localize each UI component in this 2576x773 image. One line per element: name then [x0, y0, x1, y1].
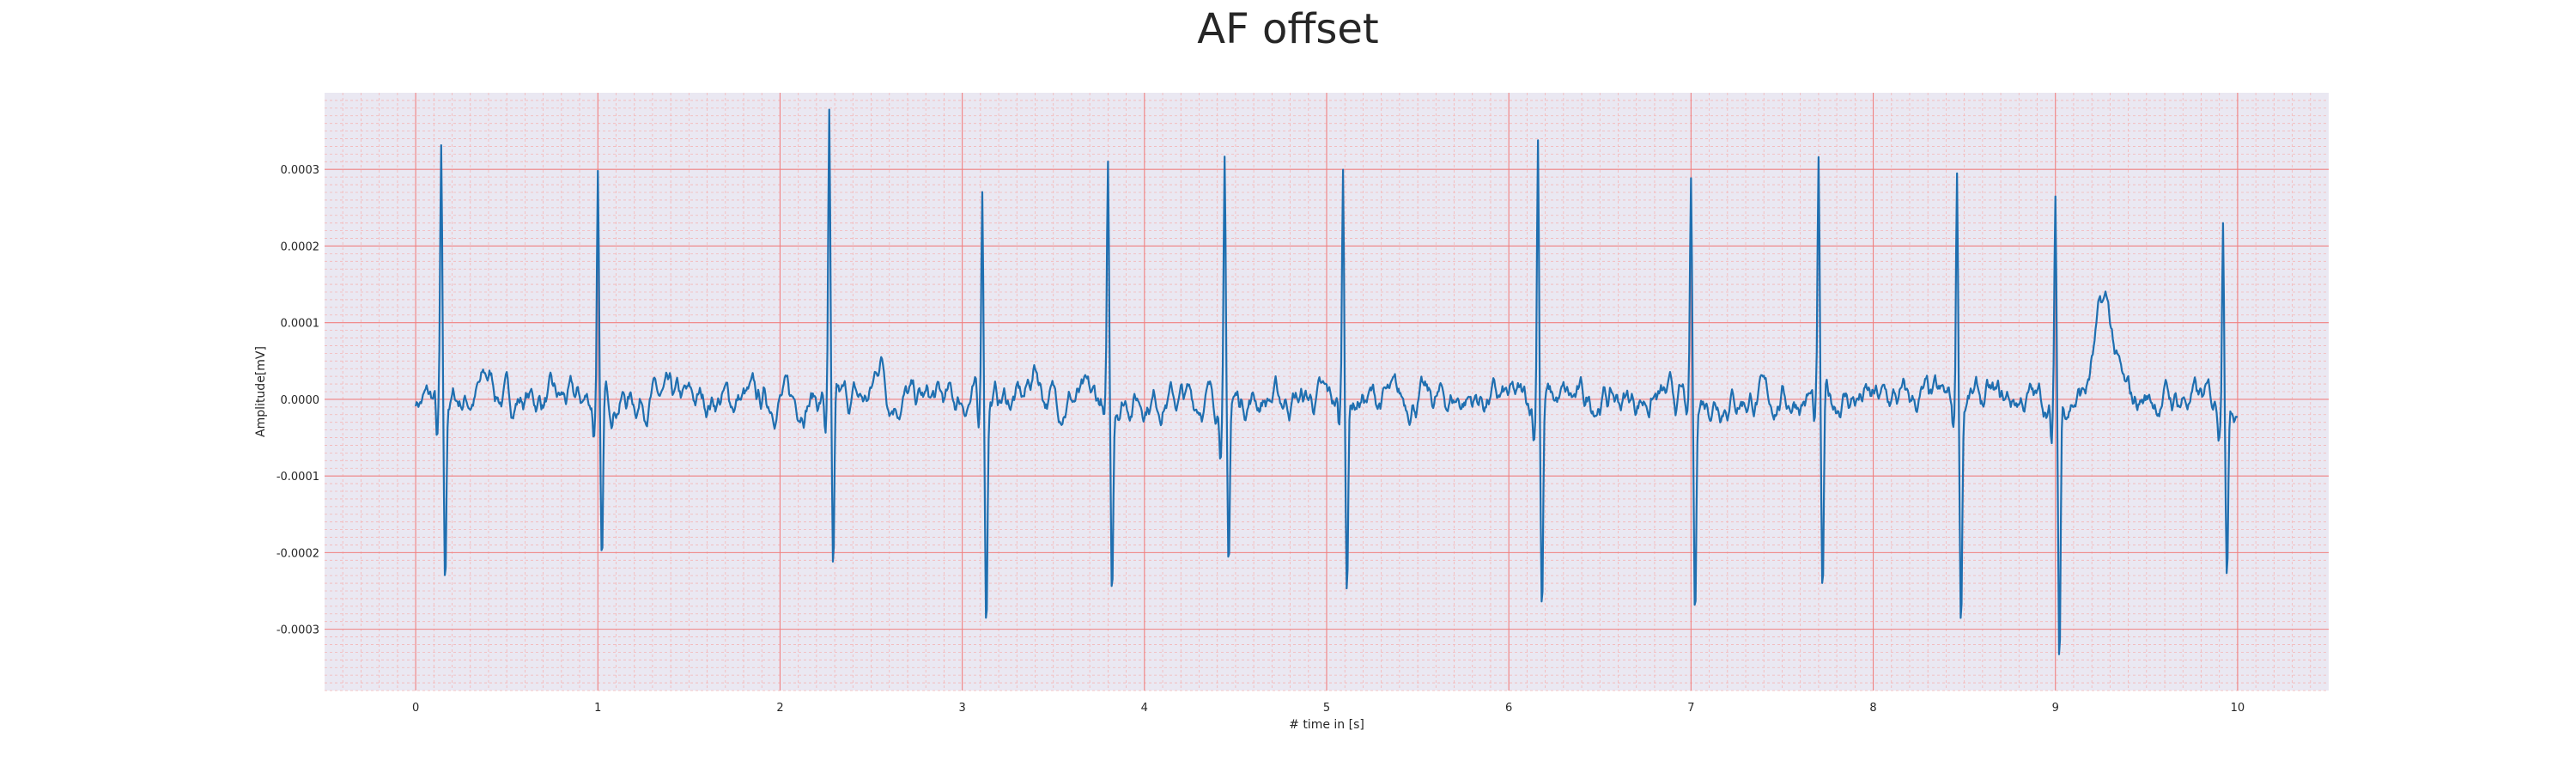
x-tick-label: 8 — [1869, 702, 1876, 715]
x-tick-label: 4 — [1141, 702, 1148, 715]
y-axis-ticks: -0.0003 -0.0002 -0.0001 0.0000 0.0001 0.0002 0… — [276, 164, 319, 636]
y-tick-label: 0.0001 — [281, 318, 320, 331]
x-tick-label: 3 — [958, 702, 965, 715]
y-axis-label: Amplitude[mV] — [254, 346, 268, 437]
x-tick-label: 1 — [594, 702, 601, 715]
y-tick-label: -0.0002 — [276, 547, 319, 560]
x-tick-label: 5 — [1323, 702, 1330, 715]
x-tick-label: 10 — [2231, 702, 2245, 715]
x-tick-label: 0 — [412, 702, 419, 715]
x-axis-label: # time in [s] — [1289, 718, 1364, 732]
x-tick-label: 2 — [776, 702, 783, 715]
x-tick-label: 6 — [1505, 702, 1512, 715]
y-tick-label: 0.0000 — [281, 394, 320, 407]
y-tick-label: 0.0003 — [281, 164, 320, 177]
y-tick-label: -0.0003 — [276, 624, 319, 637]
x-axis-ticks: 0 1 2 3 4 5 6 7 8 9 10 — [412, 702, 2245, 715]
x-tick-label: 7 — [1687, 702, 1694, 715]
y-tick-label: -0.0001 — [276, 471, 319, 484]
y-tick-label: 0.0002 — [281, 240, 320, 253]
x-tick-label: 9 — [2052, 702, 2059, 715]
